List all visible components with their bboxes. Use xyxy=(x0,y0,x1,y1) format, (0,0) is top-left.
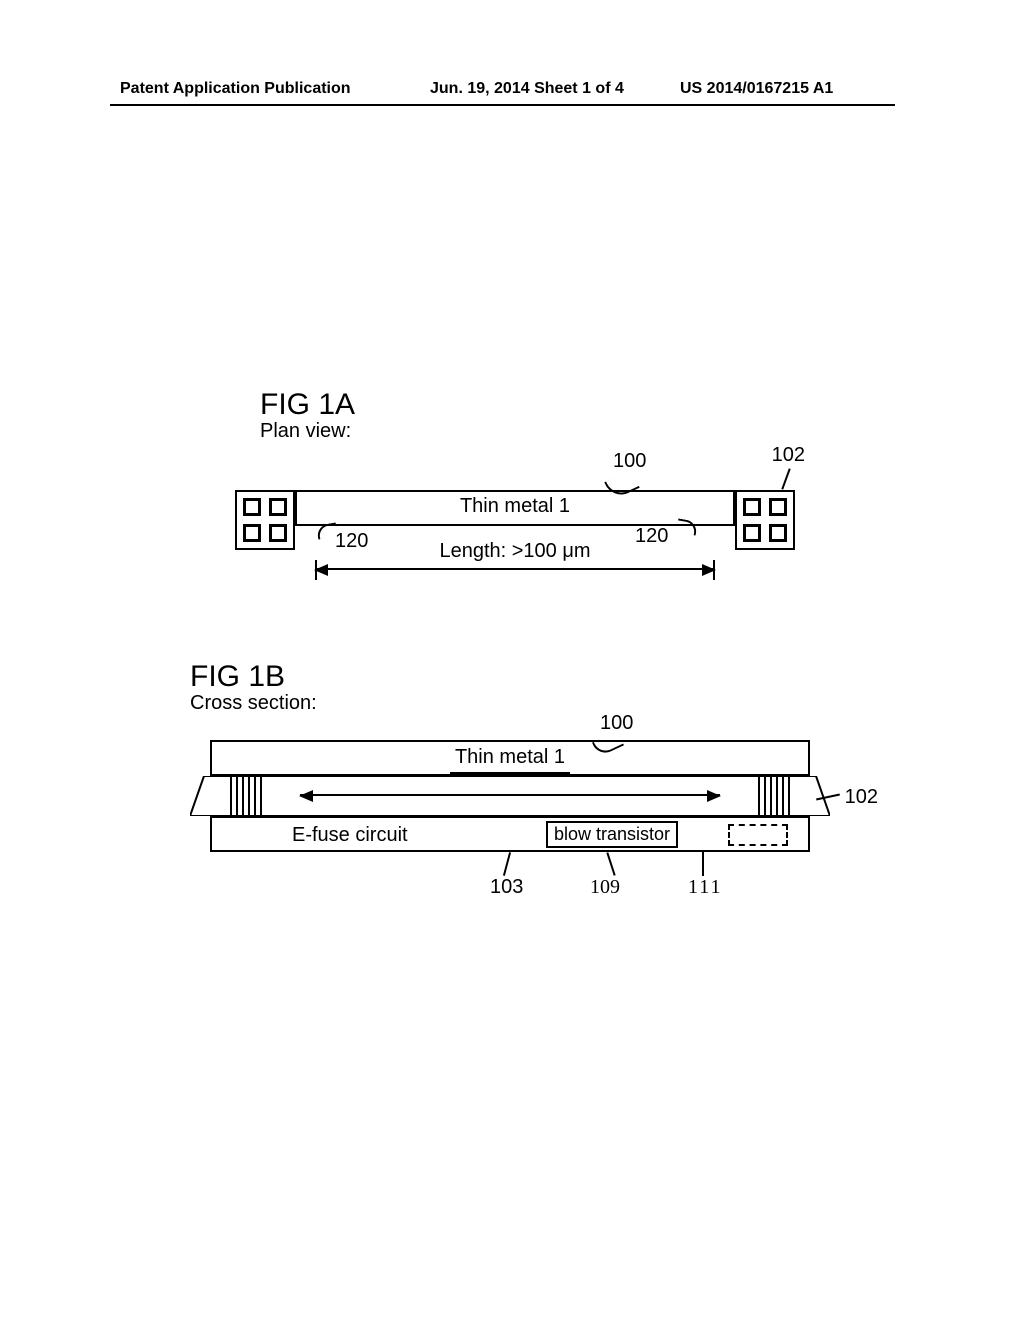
pad-via-icon xyxy=(243,524,261,542)
blow-transistor-box: blow transistor xyxy=(546,821,678,848)
pad-via-icon xyxy=(269,524,287,542)
leader-line-icon xyxy=(702,852,704,876)
leader-line-icon xyxy=(606,852,615,875)
ref-120-right: 120 xyxy=(635,525,668,548)
fig1a-subtitle: Plan view: xyxy=(260,420,351,443)
ref-103: 103 xyxy=(490,876,523,899)
contact-pad-left xyxy=(235,490,295,550)
ref-109: 109 xyxy=(590,876,620,899)
pad-via-icon xyxy=(769,524,787,542)
fig1a-diagram: Thin metal 1 Length: >100 μm 100 102 120… xyxy=(235,480,795,570)
fig1b-diagram: Thin metal 1 E-fuse circuit blow transis… xyxy=(190,740,830,900)
middle-layer xyxy=(190,776,830,816)
label-underline xyxy=(450,772,570,774)
substrate-layer: E-fuse circuit blow transistor xyxy=(210,816,810,852)
fig1a-title: FIG 1A xyxy=(260,388,355,422)
label-underline xyxy=(455,524,575,526)
mid-layer-outline-icon xyxy=(190,776,830,816)
pad-via-icon xyxy=(269,498,287,516)
pad-via-icon xyxy=(743,498,761,516)
header-center: Jun. 19, 2014 Sheet 1 of 4 xyxy=(430,80,624,98)
via-icon xyxy=(242,776,250,816)
header-right: US 2014/0167215 A1 xyxy=(680,80,833,98)
thin-metal-label: Thin metal 1 xyxy=(297,495,733,518)
pad-via-icon xyxy=(243,498,261,516)
patent-page: Patent Application Publication Jun. 19, … xyxy=(0,0,1024,1320)
via-icon xyxy=(770,776,778,816)
arrow-left-icon xyxy=(299,790,313,802)
ref-102: 102 xyxy=(845,786,878,809)
arrow-right-icon xyxy=(702,564,716,576)
via-icon xyxy=(782,776,790,816)
thin-metal-label: Thin metal 1 xyxy=(212,746,808,769)
double-arrow-line xyxy=(300,794,720,796)
leader-line-icon xyxy=(781,468,790,489)
top-metal-layer: Thin metal 1 xyxy=(210,740,810,776)
fig1b-subtitle: Cross section: xyxy=(190,692,317,715)
length-dimension-line xyxy=(315,568,715,570)
leader-line-icon xyxy=(503,852,511,876)
contact-pad-right xyxy=(735,490,795,550)
thin-metal-strip: Thin metal 1 xyxy=(295,490,735,526)
ref-102: 102 xyxy=(772,444,805,467)
ref-120-left: 120 xyxy=(335,530,368,553)
via-icon xyxy=(758,776,766,816)
ref-111: 111 xyxy=(688,876,723,899)
header-rule xyxy=(110,104,895,106)
small-component-box xyxy=(728,824,788,846)
fig1b-title: FIG 1B xyxy=(190,660,285,694)
arrow-right-icon xyxy=(707,790,721,802)
via-icon xyxy=(254,776,262,816)
pad-via-icon xyxy=(769,498,787,516)
header-left: Patent Application Publication xyxy=(120,80,351,98)
arrow-left-icon xyxy=(314,564,328,576)
efuse-circuit-label: E-fuse circuit xyxy=(292,824,408,847)
pad-via-icon xyxy=(743,524,761,542)
via-icon xyxy=(230,776,238,816)
